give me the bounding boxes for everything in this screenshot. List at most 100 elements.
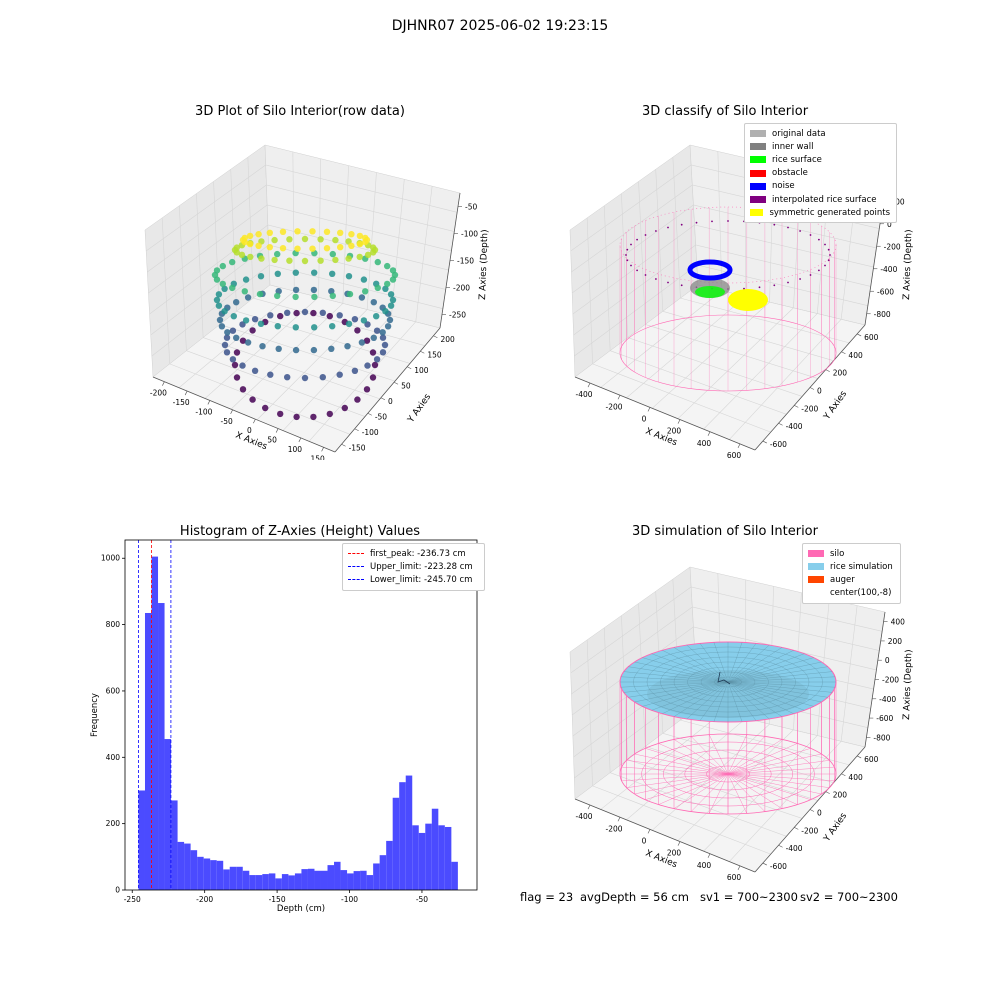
legend-label: auger bbox=[830, 574, 855, 585]
histogram-bar bbox=[431, 808, 439, 890]
silo-floor-spoke bbox=[727, 766, 835, 775]
surface-mesh-spoke bbox=[727, 671, 833, 683]
legend-item: Lower_limit: -245.70 cm bbox=[348, 573, 478, 586]
z-tick-label: 200 bbox=[888, 637, 903, 646]
x-tick-label: -100 bbox=[195, 407, 212, 416]
silo-floor-spoke bbox=[626, 773, 729, 788]
interpolated-point bbox=[773, 284, 776, 287]
legend-swatch bbox=[808, 590, 824, 597]
data-point bbox=[262, 404, 269, 412]
data-point bbox=[294, 245, 301, 252]
interpolated-point bbox=[827, 259, 830, 262]
x-tick bbox=[737, 443, 741, 449]
data-point bbox=[249, 396, 256, 403]
y-tick bbox=[794, 405, 799, 408]
y-tick bbox=[762, 862, 767, 866]
grid-line bbox=[703, 735, 818, 852]
data-point bbox=[319, 374, 326, 381]
grid-line bbox=[169, 363, 351, 435]
data-point bbox=[277, 312, 284, 320]
grid-line bbox=[149, 224, 449, 315]
data-point bbox=[301, 374, 309, 382]
z-tick-label: -800 bbox=[874, 310, 891, 319]
legend-label: Lower_limit: -245.70 cm bbox=[370, 574, 473, 585]
data-point bbox=[255, 242, 262, 249]
interpolated-point bbox=[636, 269, 638, 272]
grid-line bbox=[638, 181, 646, 325]
data-point bbox=[233, 349, 241, 356]
interpolated-point bbox=[743, 287, 745, 290]
surface-mesh-spoke bbox=[727, 653, 805, 683]
surface-mesh-spoke bbox=[699, 643, 729, 683]
silo-floor-spoke bbox=[727, 739, 783, 775]
x-tick bbox=[737, 865, 741, 871]
histogram-bar bbox=[425, 823, 432, 890]
data-point bbox=[348, 242, 355, 249]
legend-item: symmetric generated points bbox=[750, 206, 890, 219]
data-point bbox=[389, 296, 397, 304]
legend-swatch bbox=[808, 576, 824, 584]
surface-mesh-spoke bbox=[634, 681, 729, 703]
histogram-bar bbox=[340, 870, 348, 890]
grid-line bbox=[627, 337, 803, 397]
y-tick-label: -100 bbox=[362, 428, 379, 437]
data-point bbox=[373, 356, 381, 363]
data-point bbox=[371, 361, 379, 369]
x-tick-label: -50 bbox=[416, 895, 428, 904]
y-tick bbox=[778, 844, 783, 848]
data-point bbox=[337, 229, 344, 236]
data-point bbox=[259, 343, 266, 350]
histogram-bar bbox=[177, 841, 185, 890]
silo-floor-spoke bbox=[673, 773, 729, 809]
silo-floor-spoke bbox=[727, 748, 811, 775]
data-point bbox=[309, 228, 316, 235]
histogram-bar bbox=[294, 873, 302, 890]
grid-line bbox=[253, 297, 426, 347]
data-point bbox=[223, 349, 231, 356]
grid-line bbox=[247, 157, 254, 299]
histogram-bar bbox=[268, 873, 276, 890]
x-axis-line bbox=[574, 376, 756, 451]
legend-item: obstacle bbox=[750, 167, 890, 180]
histogram-bar bbox=[334, 861, 341, 890]
silo-floor-spoke bbox=[626, 760, 729, 775]
surface-mesh-spoke bbox=[673, 681, 729, 717]
legend-swatch bbox=[750, 182, 766, 190]
interpolated-point bbox=[818, 238, 820, 241]
data-point bbox=[329, 323, 336, 330]
legend-swatch bbox=[348, 553, 364, 555]
surface-mesh-spoke bbox=[651, 681, 729, 711]
data-point bbox=[266, 229, 273, 236]
data-point bbox=[275, 345, 282, 352]
histogram-bar bbox=[138, 790, 145, 890]
data-point bbox=[292, 293, 299, 301]
data-point bbox=[373, 327, 381, 334]
surface-mesh-spoke bbox=[727, 681, 828, 698]
y-tick-label: 200 bbox=[833, 791, 848, 800]
interpolated-point bbox=[625, 254, 627, 256]
legend-label: silo bbox=[830, 548, 845, 559]
legend-swatch bbox=[750, 196, 766, 204]
data-point bbox=[310, 309, 317, 317]
data-point bbox=[224, 329, 231, 336]
data-point bbox=[370, 249, 377, 256]
grid-line bbox=[572, 224, 874, 315]
y-tick bbox=[341, 443, 346, 447]
surface-mesh-spoke bbox=[727, 681, 822, 703]
histogram-bar bbox=[249, 875, 256, 890]
data-point bbox=[379, 334, 387, 341]
interpolated-point bbox=[626, 248, 629, 251]
y-tick bbox=[354, 428, 359, 432]
x-tick bbox=[587, 804, 591, 810]
x-tick bbox=[230, 409, 233, 414]
grid-line bbox=[729, 319, 842, 440]
y-tick-label: 0 bbox=[817, 809, 822, 818]
grid-line bbox=[161, 217, 171, 364]
interpolated-point bbox=[727, 220, 729, 222]
data-point bbox=[241, 234, 248, 242]
histogram-bar bbox=[288, 875, 295, 890]
x-tick-label: -200 bbox=[150, 389, 167, 398]
silo-floor-spoke bbox=[727, 773, 783, 809]
grid-line bbox=[603, 627, 611, 773]
surface-mesh-spoke bbox=[727, 644, 770, 683]
